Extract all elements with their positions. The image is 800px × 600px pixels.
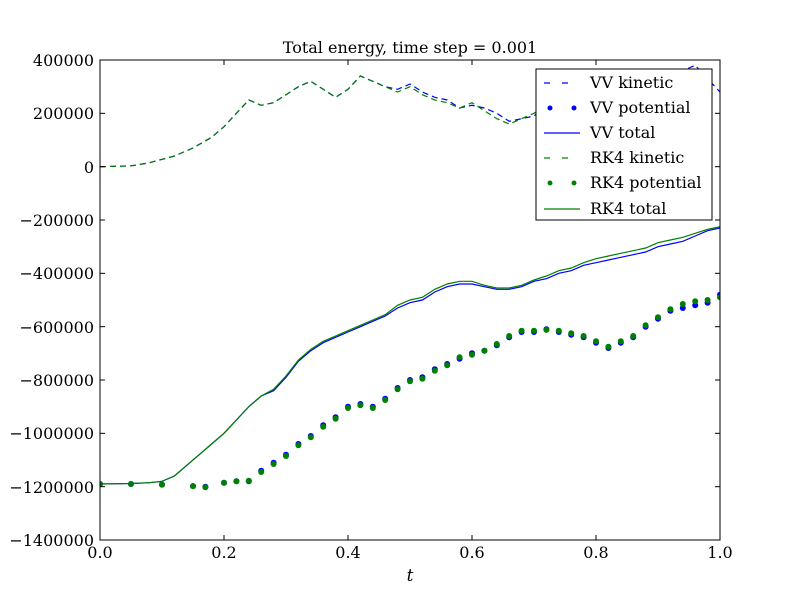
data-point [493,341,500,347]
data-point [679,301,686,307]
data-point [295,442,302,449]
x-tick-label: 0.8 [583,543,608,562]
data-point [159,481,165,488]
legend-key [547,180,553,186]
y-tick-label: −400000 [20,264,94,283]
data-point [469,351,475,358]
data-point [221,479,227,486]
data-point [283,453,289,459]
rk4-total-line [100,226,720,485]
x-tick-label: 0.6 [459,543,484,562]
data-point [444,362,451,369]
y-tick-label: −600000 [20,318,94,337]
y-tick-label: −1000000 [9,424,94,443]
x-tick-label: 1.0 [707,543,732,562]
data-point [357,402,364,409]
legend-label: RK4 kinetic [590,148,684,167]
data-point [332,415,339,422]
vv-potential-points [100,291,720,490]
data-point [580,333,587,339]
data-point [555,327,562,334]
data-point [630,333,637,339]
data-point [431,367,438,374]
data-point [258,469,265,475]
data-point [605,343,612,350]
vv-total-line [100,227,720,485]
data-point [307,434,314,441]
y-tick-label: −1400000 [9,531,94,550]
data-point [642,322,649,329]
data-point [518,327,525,334]
x-tick-label: 0.0 [87,543,112,562]
data-point [320,423,327,430]
data-point [617,338,624,345]
data-point [456,354,463,361]
legend-label: VV potential [589,98,690,117]
data-point [394,386,401,393]
data-point [667,306,674,313]
data-point [543,326,550,333]
data-point [481,347,488,354]
data-point [506,333,513,339]
rk4-potential-points [100,294,720,491]
y-tick-label: 200000 [33,104,94,123]
data-point [270,461,277,467]
data-point [345,405,351,411]
data-point [419,375,426,382]
data-layer [100,64,720,491]
legend-key [571,180,577,186]
legend-label: RK4 potential [590,173,702,192]
data-point [692,298,699,305]
y-tick-label: −1200000 [9,478,94,497]
legend-label: RK4 total [590,199,666,218]
legend-key [547,105,553,111]
data-point [382,397,389,403]
data-point [531,327,537,334]
legend: VV kinetic VV potential VV total RK4 kin… [535,68,713,221]
data-point [568,330,575,337]
chart-title: Total energy, time step = 0.001 [283,38,537,57]
y-tick-label: 400000 [33,51,94,70]
data-point [245,477,252,484]
legend-keys [544,82,580,210]
legend-label: VV total [589,123,655,142]
axis-ticks [99,59,721,541]
data-point [593,338,599,345]
data-point [655,314,661,321]
y-tick-label: −800000 [20,371,94,390]
legend-key [571,105,577,111]
data-point [407,378,413,385]
y-tick-label: 0 [84,158,94,177]
x-tick-label: 0.4 [335,543,360,562]
data-point [717,294,720,301]
x-axis-label: t [407,566,414,586]
data-point [369,405,376,411]
legend-box [535,68,713,221]
data-point [202,484,209,491]
data-point [704,297,711,303]
y-tick-label: −200000 [20,211,94,230]
data-point [233,478,240,485]
x-tick-label: 0.2 [211,543,236,562]
plot-frame [99,59,721,541]
data-point [190,483,196,490]
legend-label: VV kinetic [589,73,673,92]
